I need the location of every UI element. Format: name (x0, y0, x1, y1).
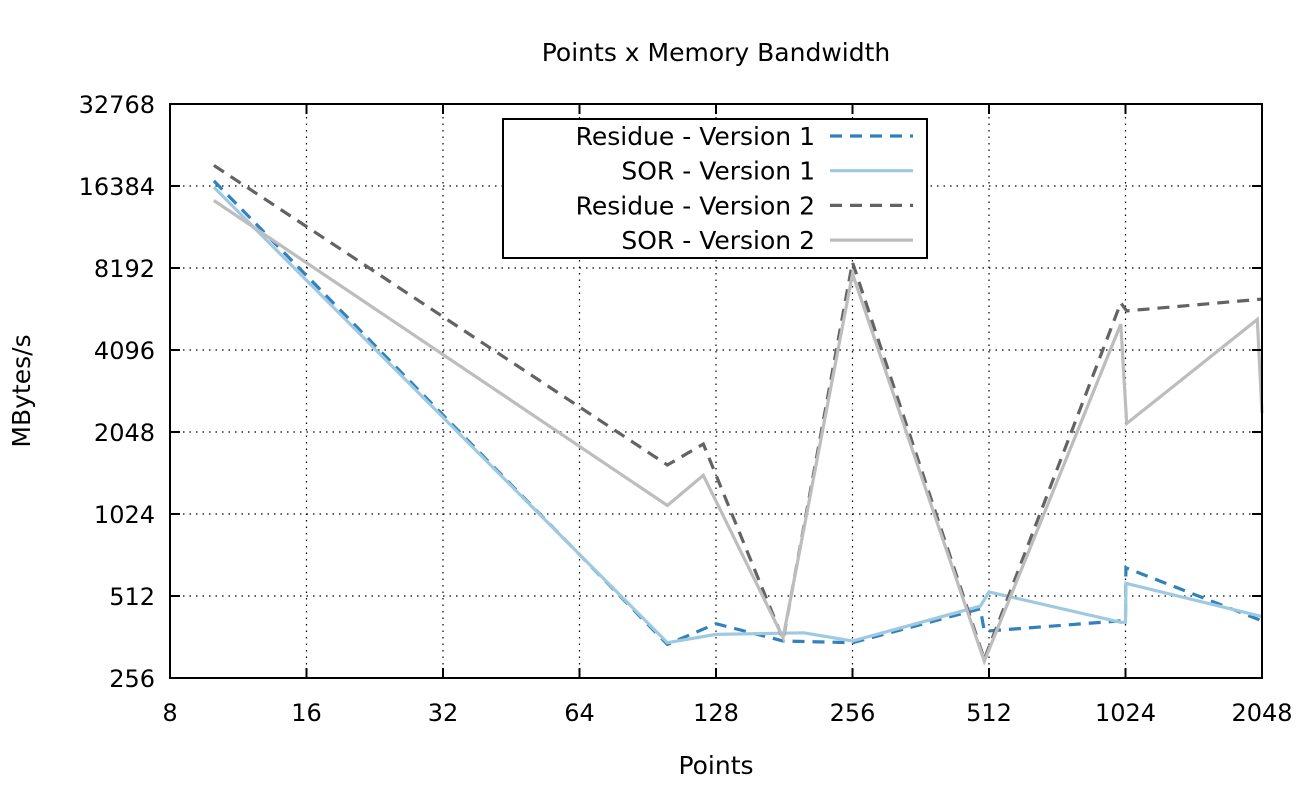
x-tick-label: 64 (564, 699, 595, 727)
series-line-2 (212, 186, 1263, 645)
x-tick-label: 128 (693, 699, 739, 727)
y-tick-label: 16384 (79, 173, 155, 201)
y-tick-label: 2048 (94, 419, 155, 447)
legend-label-1: Residue - Version 1 (576, 122, 815, 151)
legend-label-4: SOR - Version 2 (621, 226, 815, 255)
axes: 8 16 32 64 128 256 512 1024 2048 256 512 1024 2048 40… (79, 91, 1293, 727)
y-tick-label: 256 (109, 665, 155, 693)
x-tick-label: 512 (966, 699, 1012, 727)
x-axis-label: Points (678, 751, 753, 780)
y-tick-label: 4096 (94, 337, 155, 365)
chart-title: Points x Memory Bandwidth (542, 38, 891, 67)
series-line-1 (212, 179, 1263, 647)
x-tick-label: 8 (162, 699, 177, 727)
x-tick-label: 2048 (1231, 699, 1292, 727)
y-tick-label: 32768 (79, 91, 155, 119)
y-axis-label: MBytes/s (7, 334, 36, 447)
legend-box (502, 118, 928, 259)
series-line-3 (213, 164, 1263, 664)
legend-label-2: SOR - Version 1 (621, 157, 815, 186)
y-tick-label: 8192 (94, 255, 155, 283)
x-tick-label: 16 (291, 699, 322, 727)
x-tick-label: 256 (830, 699, 876, 727)
x-tick-label: 1024 (1095, 699, 1156, 727)
y-tick-label: 1024 (94, 501, 155, 529)
y-tick-label: 512 (109, 583, 155, 611)
legend: Residue - Version 1 SOR - Version 1 Residu… (502, 118, 928, 259)
series-lines (212, 164, 1264, 666)
legend-label-3: Residue - Version 2 (576, 191, 815, 220)
x-tick-label: 32 (428, 699, 459, 727)
series-line-4 (213, 199, 1264, 666)
